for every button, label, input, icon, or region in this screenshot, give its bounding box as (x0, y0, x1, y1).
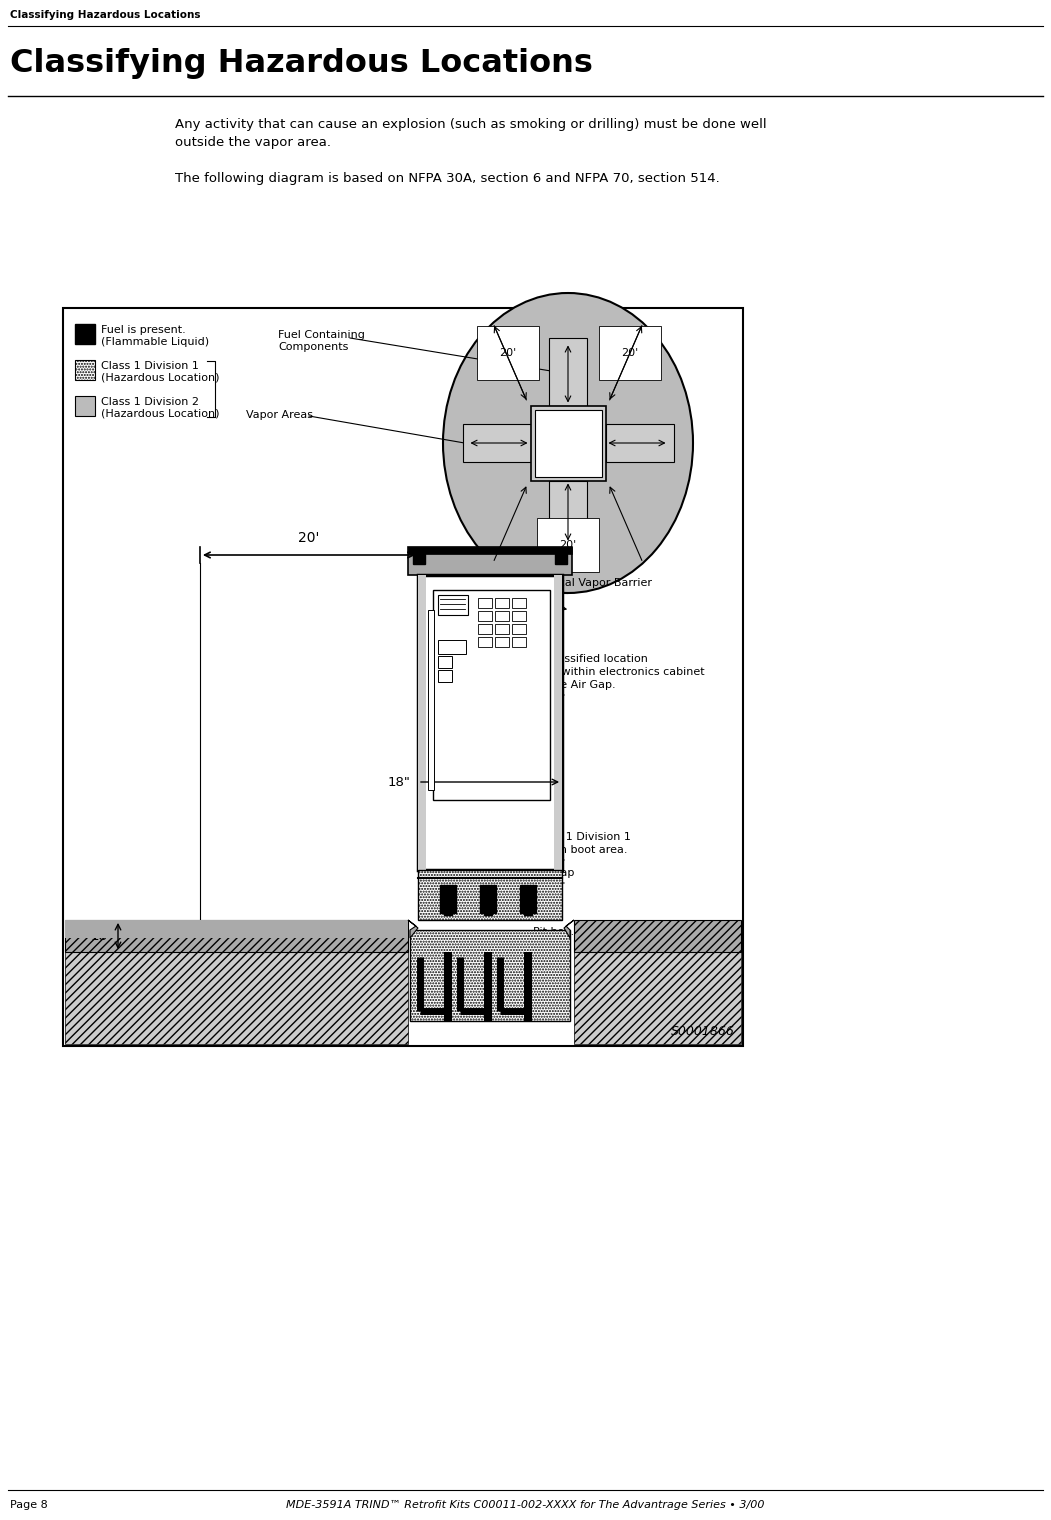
Bar (485, 914, 492, 915)
Text: 20': 20' (499, 348, 517, 359)
Text: Fuel is present.
(Flammable Liquid): Fuel is present. (Flammable Liquid) (101, 325, 209, 347)
Bar (495, 625, 509, 634)
Bar (524, 914, 532, 915)
Text: Class 1 Division 1
within boot area.: Class 1 Division 1 within boot area. (533, 831, 631, 854)
Text: MDE-3591A TRIND™ Retrofit Kits C00011-002-XXXX for The Advantrage Series • 3/00: MDE-3591A TRIND™ Retrofit Kits C00011-00… (286, 1500, 764, 1509)
Bar (495, 597, 509, 608)
Bar (462, 424, 531, 462)
Text: 18": 18" (90, 930, 114, 942)
Bar (554, 575, 562, 869)
Text: The following diagram is based on NFPA 30A, section 6 and NFPA 70, section 514.: The following diagram is based on NFPA 3… (176, 172, 720, 185)
Bar (512, 637, 526, 648)
Bar (444, 914, 452, 915)
Bar (531, 406, 605, 480)
Bar (418, 575, 426, 869)
Text: Air Gap: Air Gap (533, 868, 575, 879)
Bar (478, 637, 492, 648)
Bar (65, 952, 408, 1044)
Bar (438, 657, 452, 667)
Bar (413, 553, 425, 564)
Bar (549, 337, 588, 406)
Bar (535, 409, 601, 476)
Bar (408, 547, 572, 553)
Bar (495, 637, 509, 648)
Text: Class 1 Division 2
(Hazardous Location): Class 1 Division 2 (Hazardous Location) (101, 397, 220, 418)
Bar (555, 553, 566, 564)
Bar (524, 952, 532, 1021)
Text: Pit box.: Pit box. (533, 927, 574, 936)
Bar (428, 610, 434, 790)
Text: S0001866: S0001866 (672, 1024, 735, 1038)
Bar (495, 611, 509, 622)
Bar (65, 920, 408, 952)
Bar (574, 920, 741, 952)
Bar (574, 952, 741, 1044)
Bar (444, 952, 452, 1021)
Text: 20': 20' (559, 540, 577, 550)
Ellipse shape (444, 293, 693, 593)
Text: Unclassified location
area within electronics cabinet
above Air Gap.: Unclassified location area within electr… (533, 654, 704, 690)
Bar (65, 920, 408, 938)
Bar (438, 670, 452, 682)
Bar (512, 597, 526, 608)
Bar (605, 424, 674, 462)
Text: 18": 18" (387, 775, 410, 789)
Bar (75, 397, 95, 416)
Bar (520, 885, 536, 914)
Bar (478, 625, 492, 634)
Text: Page 8: Page 8 (11, 1500, 47, 1509)
Bar (75, 360, 95, 380)
Text: Any activity that can cause an explosion (such as smoking or drilling) must be d: Any activity that can cause an explosion… (176, 119, 766, 149)
Text: Vertical Vapor Barrier: Vertical Vapor Barrier (533, 578, 652, 588)
Text: 20': 20' (621, 348, 639, 359)
PathPatch shape (564, 920, 574, 938)
Bar (418, 869, 562, 920)
Text: Fuel Containing
Components: Fuel Containing Components (279, 330, 365, 351)
Bar (410, 930, 570, 1021)
Bar (438, 594, 468, 616)
Bar (512, 611, 526, 622)
Bar (433, 590, 550, 800)
Bar (408, 547, 572, 575)
Text: Classifying Hazardous Locations: Classifying Hazardous Locations (11, 49, 593, 79)
Text: 20': 20' (298, 530, 320, 546)
Bar (478, 597, 492, 608)
Bar (438, 640, 466, 654)
Bar (75, 324, 95, 344)
Bar (478, 611, 492, 622)
PathPatch shape (408, 920, 418, 938)
Bar (63, 309, 743, 1046)
Bar (480, 885, 496, 914)
Bar (440, 885, 456, 914)
Text: Vapor Areas: Vapor Areas (246, 410, 313, 420)
Bar (418, 575, 562, 869)
Bar (485, 952, 492, 1021)
Bar (512, 625, 526, 634)
Text: Classifying Hazardous Locations: Classifying Hazardous Locations (11, 11, 201, 20)
Text: Class 1 Division 1
(Hazardous Location): Class 1 Division 1 (Hazardous Location) (101, 362, 220, 383)
Bar (549, 480, 588, 549)
